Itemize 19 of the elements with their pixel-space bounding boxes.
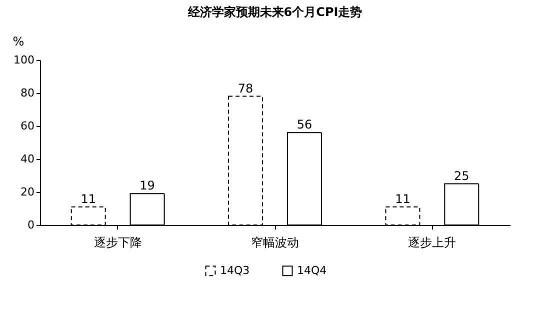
chart-title: 经济学家预期未来6个月CPI走势: [186, 5, 362, 19]
y-tick-label: 40: [20, 152, 34, 166]
y-tick-label: 60: [20, 120, 34, 132]
data-label: 56: [296, 118, 312, 132]
y-tick-label: 0: [28, 218, 34, 232]
x-tick-label: 窄幅波动: [251, 236, 299, 250]
y-axis-title: %: [12, 34, 24, 48]
data-label: 19: [140, 178, 155, 193]
data-label: 11: [80, 192, 96, 206]
data-label: 11: [395, 192, 410, 206]
y-tick-label: 100: [14, 54, 34, 66]
legend-label: 14Q4: [297, 264, 327, 277]
y-tick-label: 20: [20, 186, 34, 198]
x-tick-label: 逐步上升: [408, 236, 456, 250]
data-label: 25: [454, 168, 470, 183]
data-label: 78: [238, 81, 254, 96]
y-tick-label: 80: [20, 86, 34, 100]
legend-label: 14Q3: [220, 264, 250, 277]
x-tick-label: 逐步下降: [94, 236, 142, 250]
